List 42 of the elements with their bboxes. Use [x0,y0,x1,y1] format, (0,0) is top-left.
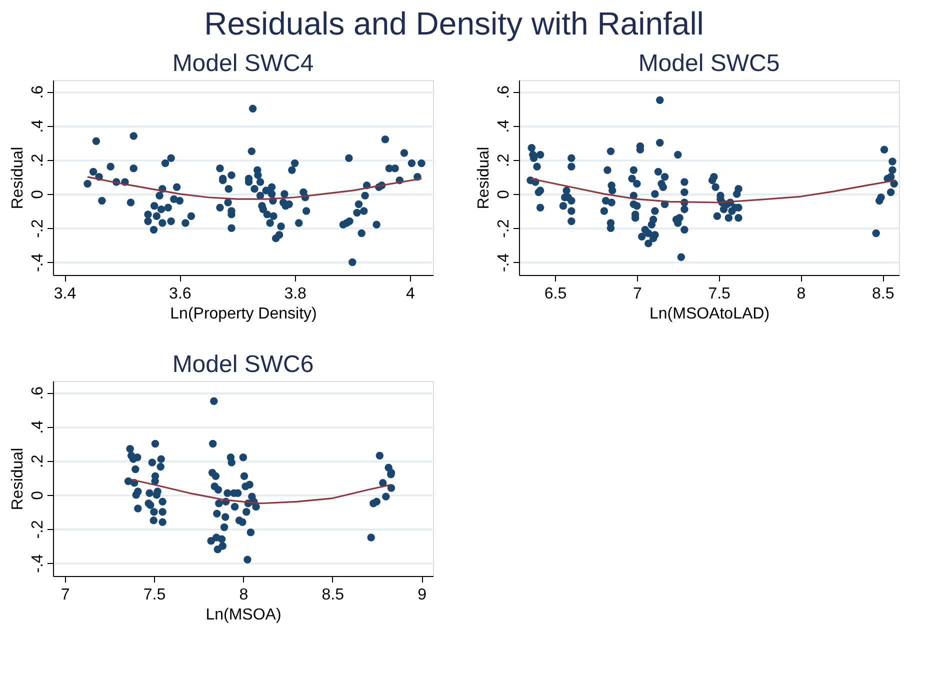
y-tick-label: .4 [496,119,512,133]
x-tick-label: 8.5 [322,586,344,604]
x-tick-label: 3.8 [284,286,307,302]
x-tick-label: 8 [796,286,806,302]
x-tick-label: 6.5 [544,286,567,302]
y-tick-label: .2 [30,454,46,468]
y-tick-label: 0 [496,190,512,199]
x-tick-label: 7.5 [708,286,731,302]
y-axis-title: Residual [10,448,26,510]
y-tick-label: -.2 [30,219,46,238]
y-tick-label: .6 [30,85,46,99]
y-axis-title: Residual [476,146,492,210]
y-tick-label: -.4 [30,253,46,272]
x-tick-label: 8.5 [872,286,894,302]
chart-title: Model SWC5 [638,50,780,77]
y-tick-label: 0 [30,190,46,199]
y-axis-title: Residual [10,146,26,210]
x-tick-label: 8 [239,586,248,604]
chart-title: Model SWC6 [172,351,314,378]
x-tick-label: 3.6 [169,286,192,302]
x-tick-label: 4 [406,286,416,302]
x-tick-label: 3.4 [54,286,76,302]
chart-title: Model SWC4 [172,50,314,77]
x-tick-label: 7 [60,586,70,604]
x-axis-title: Ln(Property Density) [170,306,317,322]
x-tick-label: 9 [418,586,427,604]
y-tick-label: -.2 [496,219,512,238]
y-tick-label: .4 [30,420,46,434]
y-tick-label: .6 [30,386,46,400]
x-tick-label: 7.5 [143,586,166,604]
y-tick-label: -.4 [496,253,512,272]
x-tick-label: 7 [632,286,642,302]
y-tick-label: .6 [496,85,512,99]
y-tick-label: -.2 [30,520,46,539]
x-axis-title: Ln(MSOA) [206,606,282,624]
y-tick-label: .2 [496,154,512,168]
text: Residuals and Density with Rainfall [204,6,704,42]
y-tick-label: 0 [30,490,46,500]
y-tick-label: .4 [30,119,46,133]
y-tick-label: -.4 [30,554,46,573]
x-axis-title: Ln(MSOAtoLAD) [649,306,770,322]
y-tick-label: .2 [30,154,46,168]
